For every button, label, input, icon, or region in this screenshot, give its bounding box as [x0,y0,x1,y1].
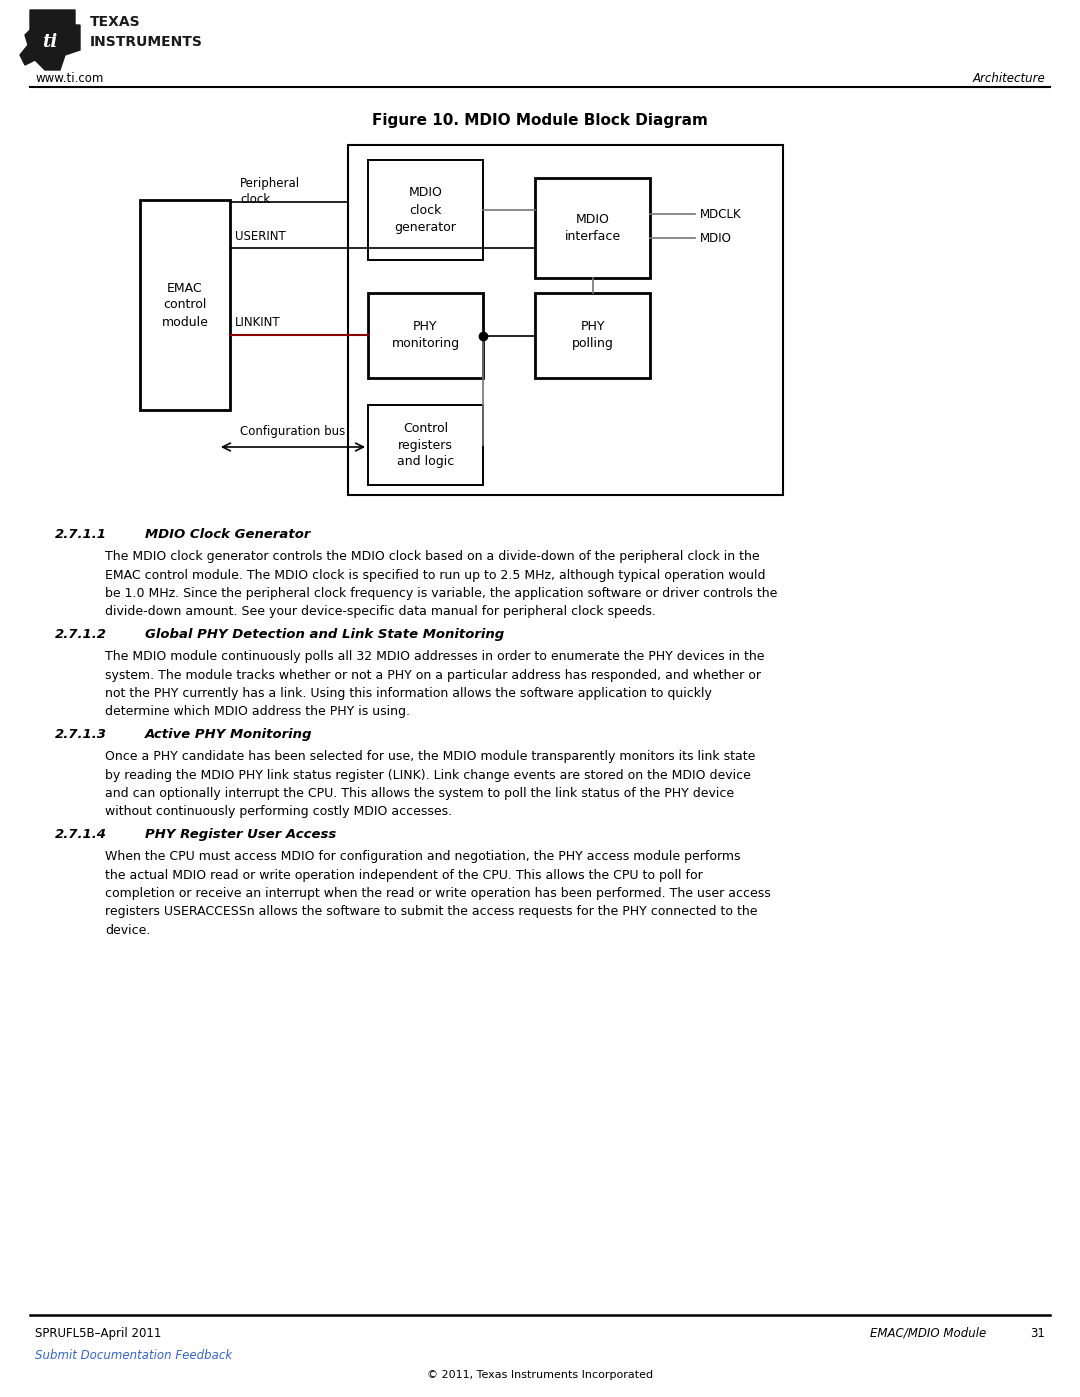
Text: 2.7.1.3: 2.7.1.3 [55,728,107,740]
Text: MDIO: MDIO [700,232,732,244]
Text: 2.7.1.4: 2.7.1.4 [55,828,107,841]
Text: Control
registers
and logic: Control registers and logic [396,422,454,468]
Text: EMAC/MDIO Module: EMAC/MDIO Module [870,1327,986,1340]
Text: Configuration bus: Configuration bus [241,425,346,437]
Text: Architecture: Architecture [972,71,1045,84]
Text: TEXAS: TEXAS [90,15,140,29]
Text: INSTRUMENTS: INSTRUMENTS [90,35,203,49]
Bar [140,200,230,409]
Text: Global PHY Detection and Link State Monitoring: Global PHY Detection and Link State Moni… [145,629,504,641]
Bar [348,145,783,495]
Text: PHY
monitoring: PHY monitoring [391,320,460,351]
Text: MDIO Clock Generator: MDIO Clock Generator [145,528,310,541]
Text: SPRUFL5B–April 2011: SPRUFL5B–April 2011 [35,1327,161,1340]
Text: MDIO
interface: MDIO interface [565,212,621,243]
Text: When the CPU must access MDIO for configuration and negotiation, the PHY access : When the CPU must access MDIO for config… [105,849,771,937]
Bar [368,293,483,379]
Text: EMAC
control
module: EMAC control module [162,282,208,328]
Text: LINKINT: LINKINT [235,317,281,330]
Text: MDIO
clock
generator: MDIO clock generator [394,187,457,233]
Text: The MDIO clock generator controls the MDIO clock based on a divide-down of the p: The MDIO clock generator controls the MD… [105,550,778,619]
Text: The MDIO module continuously polls all 32 MDIO addresses in order to enumerate t: The MDIO module continuously polls all 3… [105,650,765,718]
Text: PHY Register User Access: PHY Register User Access [145,828,336,841]
Text: 31: 31 [1030,1327,1045,1340]
Text: Submit Documentation Feedback: Submit Documentation Feedback [35,1350,232,1362]
Bar [368,405,483,485]
Polygon shape [21,10,80,70]
Text: 2.7.1.1: 2.7.1.1 [55,528,107,541]
Text: Once a PHY candidate has been selected for use, the MDIO module transparently mo: Once a PHY candidate has been selected f… [105,750,755,819]
Bar [535,177,650,278]
Text: ti: ti [42,34,57,52]
Text: Peripheral
clock: Peripheral clock [240,177,300,205]
Text: USERINT: USERINT [235,229,286,243]
Text: MDCLK: MDCLK [700,208,742,221]
Text: © 2011, Texas Instruments Incorporated: © 2011, Texas Instruments Incorporated [427,1370,653,1380]
Text: Active PHY Monitoring: Active PHY Monitoring [145,728,312,740]
Bar [535,293,650,379]
Text: www.ti.com: www.ti.com [35,71,104,84]
Text: PHY
polling: PHY polling [571,320,613,351]
Bar [368,161,483,260]
Text: 2.7.1.2: 2.7.1.2 [55,629,107,641]
Text: Figure 10. MDIO Module Block Diagram: Figure 10. MDIO Module Block Diagram [373,113,707,127]
